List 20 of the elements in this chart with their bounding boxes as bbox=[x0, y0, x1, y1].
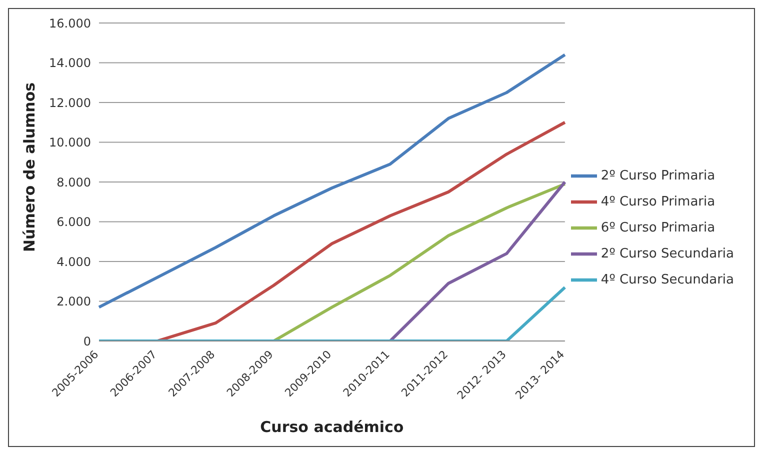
legend-label: 4º Curso Primaria bbox=[600, 194, 716, 210]
line-series bbox=[98, 53, 566, 309]
y-tick-label: 8.000 bbox=[56, 175, 91, 190]
legend-label: 4º Curso Secundaria bbox=[600, 272, 734, 288]
line-series bbox=[272, 182, 566, 341]
y-tick-label: 10.000 bbox=[49, 136, 91, 150]
y-tick-label: 4.000 bbox=[56, 254, 91, 269]
legend-label: 2º Curso Secundaria bbox=[600, 246, 734, 262]
line-series bbox=[156, 120, 566, 341]
y-axis-title: Número de alumnos bbox=[20, 82, 38, 252]
x-axis-title: Curso académico bbox=[260, 418, 404, 436]
y-tick-label: 14.000 bbox=[49, 56, 91, 70]
y-tick-label: 2.000 bbox=[56, 294, 91, 309]
legend-label: 6º Curso Primaria bbox=[600, 220, 716, 236]
legend-label: 2º Curso Primaria bbox=[600, 168, 716, 184]
y-tick-label: 6.000 bbox=[56, 215, 91, 230]
y-tick-label: 12.000 bbox=[49, 96, 91, 110]
y-tick-label: 16.000 bbox=[49, 16, 91, 30]
line-series bbox=[388, 180, 566, 341]
y-tick-label: 0 bbox=[83, 334, 91, 348]
